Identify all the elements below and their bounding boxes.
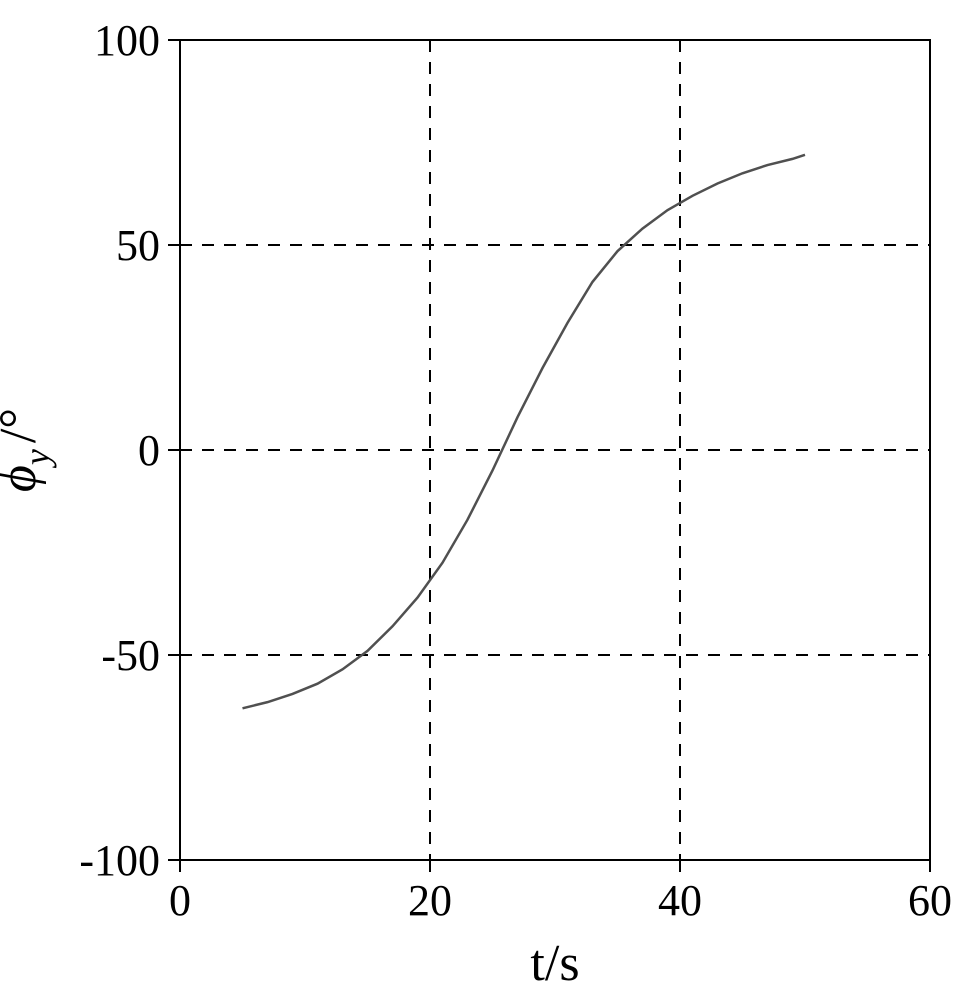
y-tick-label: 0: [138, 426, 160, 475]
y-tick-label: 50: [116, 221, 160, 270]
chart-container: 0 20 40 60 -100 -50 0 50 100 t/s ϕy/°: [0, 0, 972, 1000]
line-chart: 0 20 40 60 -100 -50 0 50 100 t/s ϕy/°: [0, 0, 972, 1000]
x-tick-label: 40: [658, 876, 702, 925]
y-tick-label: -100: [79, 836, 160, 885]
y-tick-label: -50: [101, 631, 160, 680]
series-phi_y: [243, 155, 806, 709]
y-tick-label: 100: [94, 16, 160, 65]
x-tick-label: 0: [169, 876, 191, 925]
y-axis-label: ϕy/°: [0, 408, 57, 492]
x-tick-label: 20: [408, 876, 452, 925]
x-tick-label: 60: [908, 876, 952, 925]
svg-text:ϕy/°: ϕy/°: [0, 408, 57, 492]
x-axis-label: t/s: [530, 935, 579, 992]
